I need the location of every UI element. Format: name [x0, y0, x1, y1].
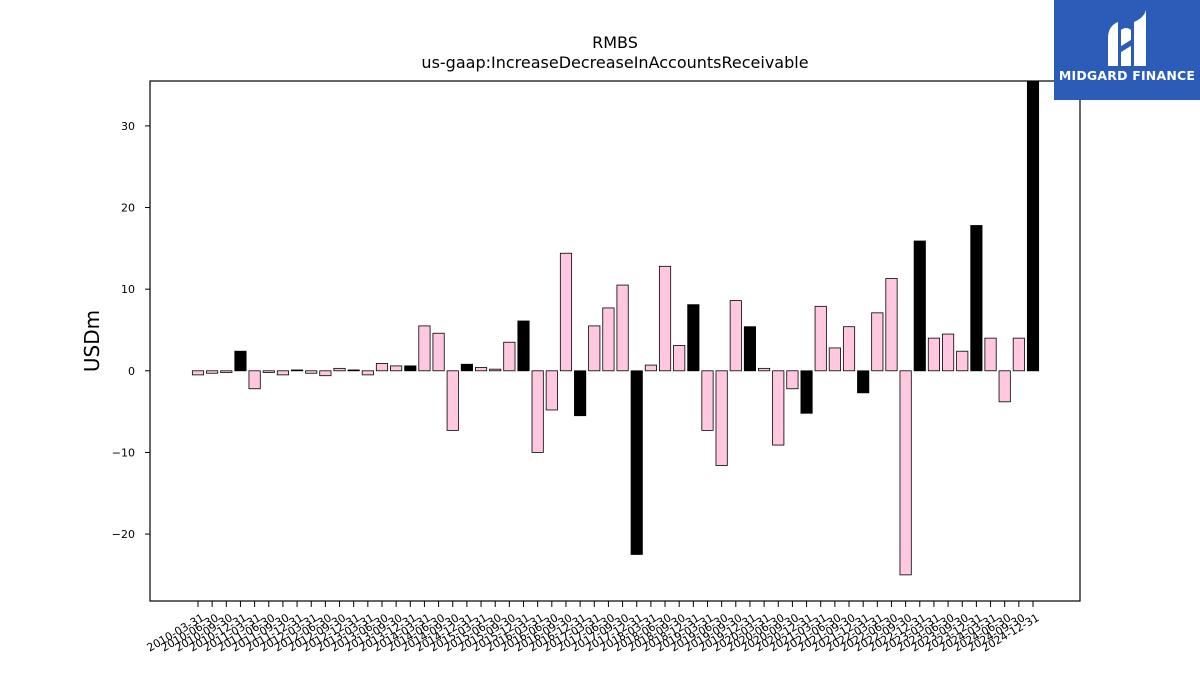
brand-logo: MIDGARD FINANCE [1054, 0, 1200, 100]
bar-2018-03-31 [644, 364, 657, 372]
bar-2013-09-30 [390, 365, 403, 372]
midgard-logo-icon [1108, 10, 1146, 66]
y-tick-label: 30 [121, 120, 135, 133]
bar-2017-06-30 [602, 307, 615, 372]
y-tick-label: −10 [112, 446, 135, 459]
bar-2011-12-31 [291, 369, 304, 372]
chart-title: RMBS [592, 33, 638, 52]
bar-2024-09-30 [1012, 337, 1025, 372]
bar-series [191, 80, 1040, 576]
bar-2015-09-30 [503, 341, 516, 372]
bar-2017-12-31 [630, 370, 643, 555]
bar-2014-09-30 [446, 370, 459, 431]
bar-2010-06-30 [206, 370, 219, 374]
y-tick-label: 20 [121, 202, 135, 215]
bar-2013-03-31 [361, 370, 374, 376]
bar-2022-03-31 [871, 312, 884, 372]
bar-2017-09-30 [616, 284, 629, 372]
bar-2022-09-30 [899, 370, 912, 576]
y-tick-label: 0 [128, 365, 135, 378]
bar-2017-03-31 [588, 325, 601, 372]
bar-2019-03-31 [701, 370, 714, 431]
bar-2020-12-31 [800, 370, 813, 414]
bar-2024-12-31 [1026, 80, 1040, 372]
y-axis-label: USDm [80, 310, 104, 372]
bar-2023-09-30 [956, 350, 969, 372]
bar-2016-06-30 [545, 370, 558, 411]
bar-2023-03-31 [927, 337, 940, 372]
bar-2010-12-31 [234, 350, 247, 372]
chart-subtitle: us-gaap:IncreaseDecreaseInAccountsReceiv… [421, 53, 808, 72]
bar-2015-03-31 [474, 367, 488, 372]
x-axis: 2010-03-312010-06-302010-09-302010-12-31… [145, 601, 1042, 654]
bar-2024-06-30 [998, 370, 1011, 403]
bar-2021-09-30 [842, 326, 856, 372]
bar-2013-06-30 [375, 363, 389, 372]
bar-2015-12-31 [517, 320, 530, 372]
plot-frame [149, 80, 1081, 602]
bar-2018-12-31 [687, 304, 700, 372]
bar-2020-09-30 [786, 370, 799, 390]
bar-2020-06-30 [772, 370, 785, 446]
bar-2022-06-30 [885, 278, 898, 372]
bar-2011-03-31 [248, 370, 261, 390]
bar-2016-12-31 [574, 370, 587, 417]
brand-name: MIDGARD FINANCE [1058, 68, 1196, 83]
bar-2012-03-31 [305, 370, 318, 374]
bar-2019-06-30 [715, 370, 728, 466]
bar-2021-12-31 [857, 370, 870, 394]
bar-2018-06-30 [658, 265, 672, 372]
bar-2023-06-30 [942, 333, 955, 372]
y-tick-label: 10 [121, 283, 135, 296]
bar-2019-12-31 [743, 326, 757, 372]
bar-2012-06-30 [319, 370, 332, 377]
bar-2022-12-31 [913, 240, 926, 372]
y-axis: −20 −10 0 10 20 30 [112, 120, 150, 541]
bar-2016-03-31 [531, 370, 544, 453]
bar-2021-06-30 [828, 347, 841, 372]
bar-2014-06-30 [432, 332, 445, 372]
bar-2021-03-31 [814, 305, 827, 372]
bar-2012-12-31 [347, 369, 360, 372]
bar-2010-03-31 [191, 370, 205, 376]
bar-2016-09-30 [559, 252, 573, 372]
bar-2011-09-30 [276, 370, 289, 376]
bar-2015-06-30 [489, 368, 502, 372]
bar-2014-03-31 [418, 325, 431, 372]
bar-2023-12-31 [970, 225, 983, 372]
bar-2011-06-30 [262, 370, 275, 373]
bar-2018-09-30 [673, 345, 686, 372]
y-tick-label: −20 [112, 528, 135, 541]
bar-2010-09-30 [220, 370, 233, 373]
bar-2013-12-31 [404, 365, 417, 372]
bar-2020-03-31 [758, 367, 771, 372]
bar-2012-09-30 [333, 367, 346, 372]
bar-2014-12-31 [460, 363, 473, 372]
bar-2019-09-30 [729, 300, 742, 372]
bar-2024-03-31 [984, 337, 997, 372]
